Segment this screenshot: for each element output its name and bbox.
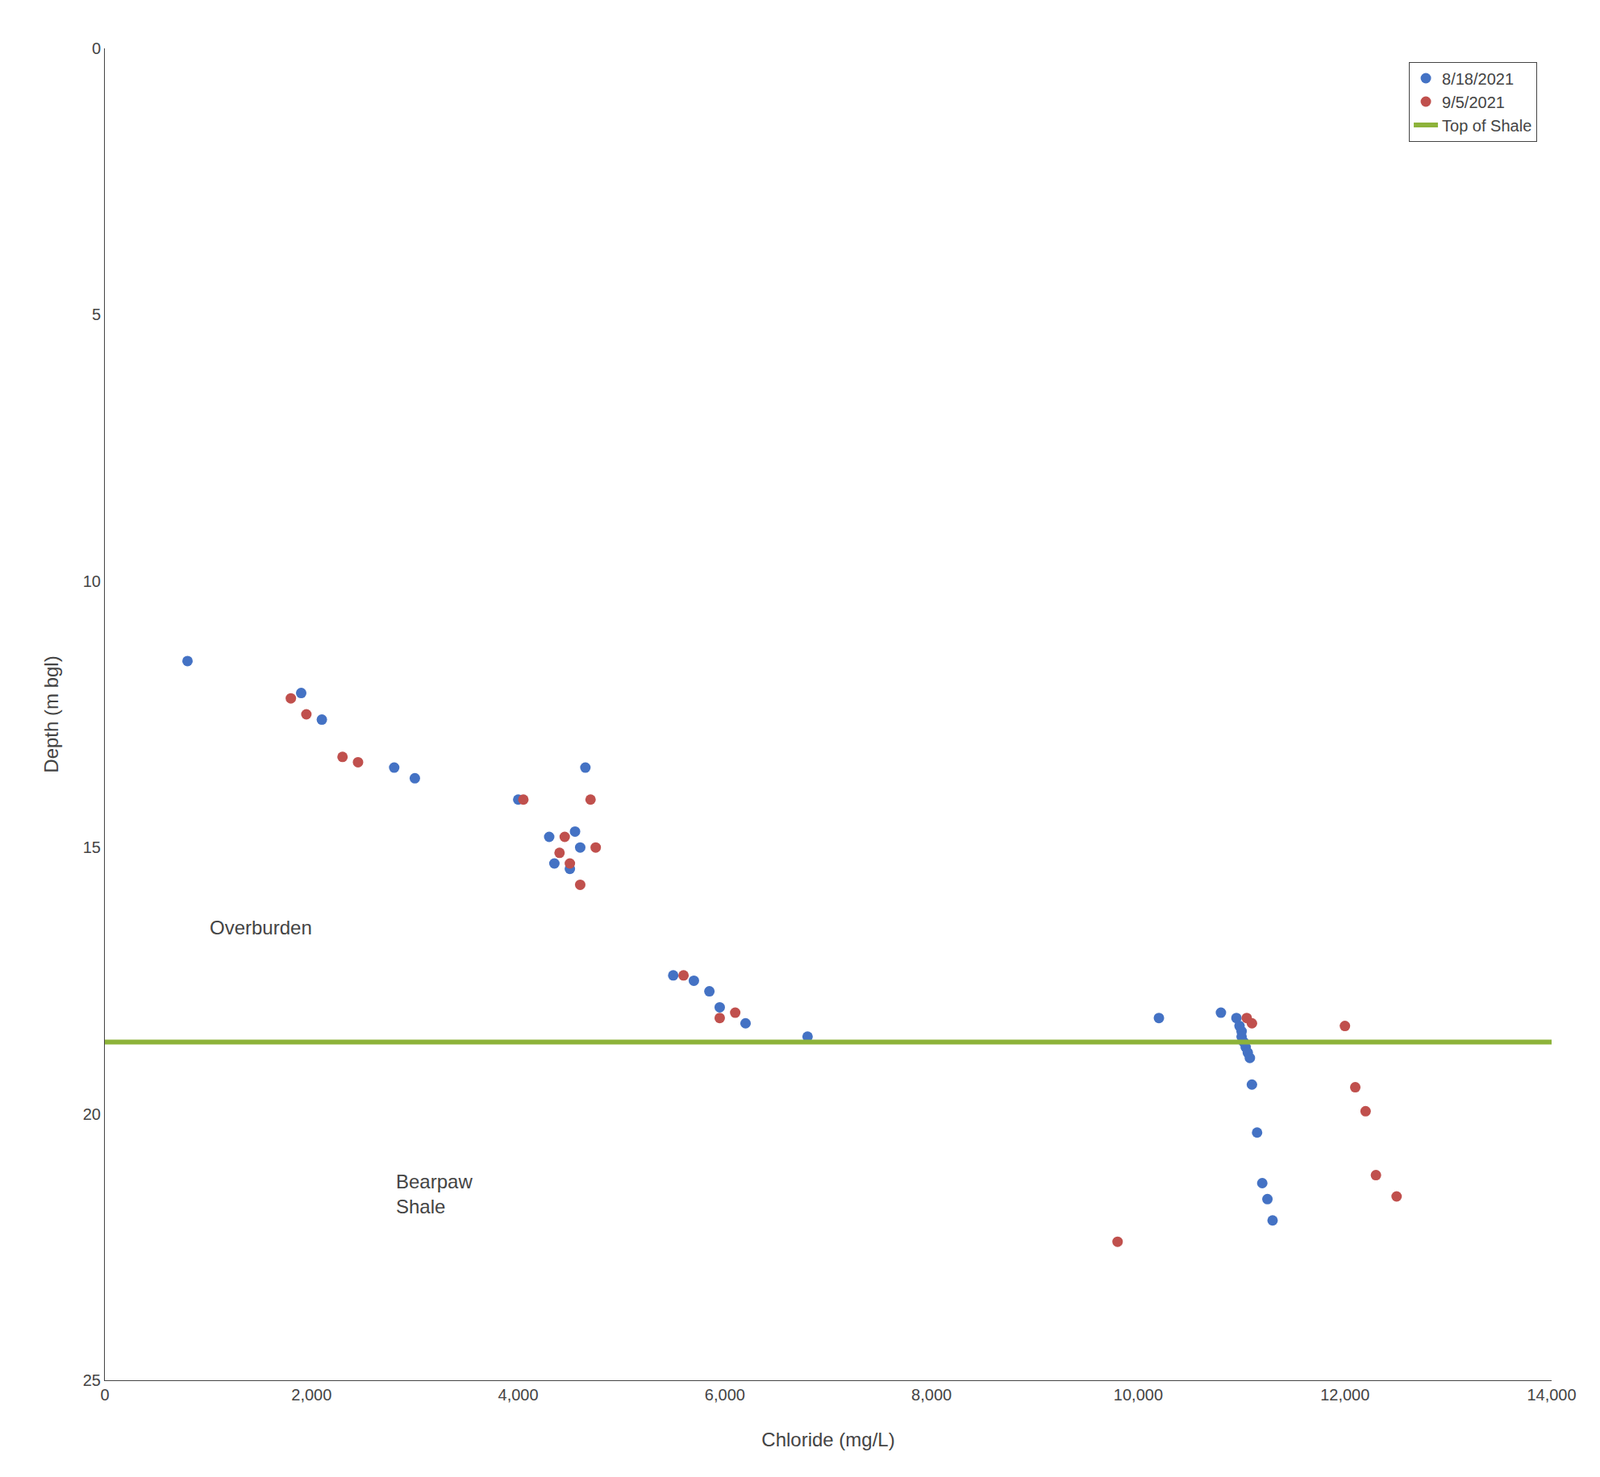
svg-text:8,000: 8,000 (911, 1386, 952, 1405)
svg-text:6,000: 6,000 (704, 1386, 746, 1405)
svg-text:14,000: 14,000 (1526, 1386, 1576, 1405)
svg-text:10: 10 (83, 572, 101, 591)
svg-text:Top of Shale: Top of Shale (1441, 116, 1532, 135)
svg-text:4,000: 4,000 (498, 1386, 539, 1405)
svg-text:0: 0 (91, 39, 101, 58)
svg-text:Chloride (mg/L): Chloride (mg/L) (761, 1429, 895, 1451)
svg-text:10,000: 10,000 (1113, 1386, 1163, 1405)
svg-text:25: 25 (83, 1371, 101, 1390)
svg-text:8/18/2021: 8/18/2021 (1441, 70, 1514, 88)
svg-text:15: 15 (83, 838, 101, 857)
svg-text:9/5/2021: 9/5/2021 (1441, 93, 1505, 112)
svg-text:12,000: 12,000 (1320, 1386, 1370, 1405)
svg-text:Overburden: Overburden (209, 916, 313, 939)
svg-text:0: 0 (100, 1386, 109, 1405)
svg-text:BearpawShale: BearpawShale (395, 1170, 473, 1218)
svg-text:20: 20 (83, 1105, 101, 1124)
svg-text:2,000: 2,000 (291, 1386, 332, 1405)
svg-text:5: 5 (91, 305, 101, 324)
svg-text:Depth (m bgl): Depth (m bgl) (40, 655, 63, 773)
